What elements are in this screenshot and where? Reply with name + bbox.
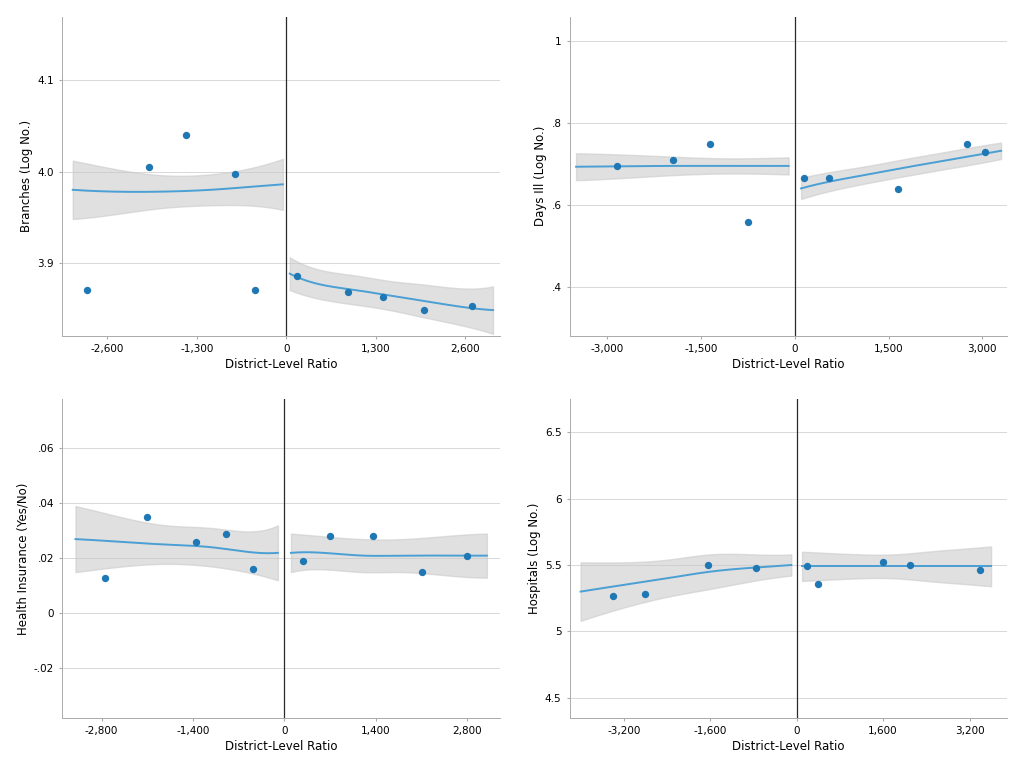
Point <box>739 216 756 228</box>
Point <box>295 555 311 567</box>
Point <box>605 589 622 601</box>
X-axis label: District-Level Ratio: District-Level Ratio <box>732 740 845 753</box>
Point <box>245 563 261 575</box>
Point <box>958 138 975 150</box>
Point <box>217 527 233 540</box>
Point <box>247 284 263 296</box>
Point <box>188 536 205 548</box>
Point <box>702 138 719 150</box>
Point <box>800 560 816 572</box>
Point <box>464 300 480 313</box>
Point <box>890 183 906 196</box>
Point <box>665 154 681 166</box>
X-axis label: District-Level Ratio: District-Level Ratio <box>225 358 338 371</box>
Point <box>972 564 988 577</box>
Point <box>810 578 826 590</box>
Point <box>289 270 305 283</box>
Point <box>322 531 338 543</box>
Point <box>79 284 95 296</box>
Point <box>178 129 195 141</box>
Point <box>96 571 113 584</box>
Y-axis label: Health Insurance (Yes/No): Health Insurance (Yes/No) <box>16 482 30 634</box>
Y-axis label: Branches (Log No.): Branches (Log No.) <box>20 120 34 233</box>
Y-axis label: Days Ill (Log No.): Days Ill (Log No.) <box>535 126 547 226</box>
Point <box>365 531 381 543</box>
Point <box>699 559 716 571</box>
Point <box>140 161 157 173</box>
Point <box>139 511 156 524</box>
Point <box>608 159 625 172</box>
Point <box>416 304 432 316</box>
Point <box>226 168 243 180</box>
Point <box>748 561 764 574</box>
Point <box>340 286 356 298</box>
X-axis label: District-Level Ratio: District-Level Ratio <box>225 740 338 753</box>
Point <box>796 172 812 184</box>
Point <box>414 566 430 578</box>
Y-axis label: Hospitals (Log No.): Hospitals (Log No.) <box>527 503 541 614</box>
Point <box>459 550 475 562</box>
X-axis label: District-Level Ratio: District-Level Ratio <box>732 358 845 371</box>
Point <box>977 146 993 159</box>
Point <box>821 172 838 184</box>
Point <box>902 559 919 571</box>
Point <box>375 291 391 303</box>
Point <box>874 556 891 568</box>
Point <box>637 588 653 601</box>
